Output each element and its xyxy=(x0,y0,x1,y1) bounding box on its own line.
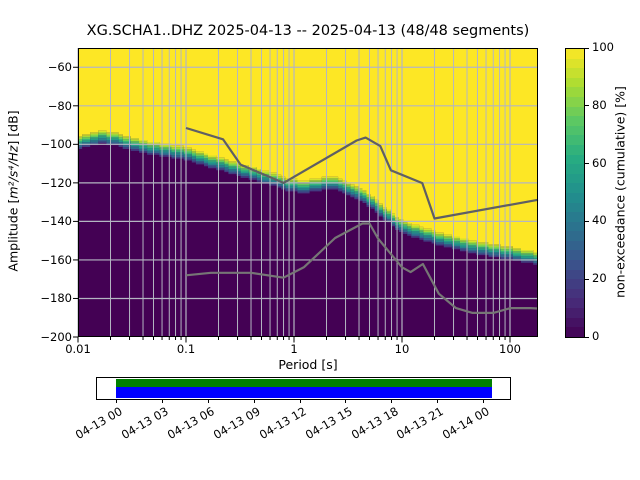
colorbar-tick-label: 20 xyxy=(592,271,607,286)
colorbar-step xyxy=(566,125,584,136)
x-tick-label: 100 xyxy=(499,342,521,356)
colorbar-step xyxy=(566,173,584,184)
y-tick-label: −140 xyxy=(40,214,72,229)
colorbar-step xyxy=(566,154,584,165)
colorbar-tick xyxy=(585,336,589,338)
timeline-tick-label: 04-13 18 xyxy=(348,404,401,442)
timeline-tick xyxy=(391,399,393,403)
colorbar-step xyxy=(566,269,584,280)
colorbar-step xyxy=(566,298,584,309)
colorbar-tick xyxy=(585,220,589,222)
timeline-tick xyxy=(253,399,255,403)
colorbar-tick-label: 80 xyxy=(592,97,607,112)
timeline-tick xyxy=(345,399,347,403)
x-axis-label: Period [s] xyxy=(278,357,338,372)
colorbar-step xyxy=(566,308,584,318)
axis-ticks xyxy=(73,66,511,343)
y-tick-label: −60 xyxy=(47,60,72,75)
colorbar-tick xyxy=(585,105,589,107)
colorbar-step xyxy=(566,231,584,241)
x-tick-label: 0.01 xyxy=(65,342,91,356)
timeline-tick-label: 04-13 12 xyxy=(256,404,309,442)
colorbar-tick-label: 60 xyxy=(592,155,607,170)
timeline-tick-label: 04-13 03 xyxy=(119,404,171,442)
colorbar-step xyxy=(566,221,584,232)
colorbar-step xyxy=(566,279,584,289)
colorbar-step xyxy=(566,317,584,328)
timeline-tick-label: 04-13 15 xyxy=(302,404,355,442)
ppsd-high-percentile-field xyxy=(78,48,538,252)
timeline-tick-label: 04-13 09 xyxy=(210,404,263,442)
colorbar-step xyxy=(566,212,584,222)
colorbar-step xyxy=(566,106,584,117)
colorbar-step xyxy=(566,288,584,299)
timeline-data-bar-blue xyxy=(116,386,492,398)
x-tick-label: 10 xyxy=(394,342,410,356)
nhnm-noise-model-line xyxy=(185,126,539,220)
colorbar-step xyxy=(566,49,584,59)
timeline-tick xyxy=(116,399,117,403)
colorbar-step xyxy=(566,116,584,126)
colorbar-step xyxy=(566,183,584,193)
y-axis-label-units: m²/s⁴/Hz xyxy=(5,145,21,199)
y-axis-label: Amplitude [m²/s⁴/Hz] [dB] xyxy=(6,110,21,271)
timeline-tick-label: 04-13 21 xyxy=(394,404,447,442)
colorbar-step xyxy=(566,260,584,270)
timeline-tick-label: 04-13 00 xyxy=(73,404,125,442)
colorbar-step xyxy=(566,87,584,97)
colorbar-step xyxy=(566,327,584,337)
y-tick-label: −80 xyxy=(47,98,72,113)
colorbar-step xyxy=(566,58,584,69)
timeline-tick xyxy=(207,399,209,403)
y-tick-label: −100 xyxy=(40,137,72,152)
colorbar xyxy=(565,48,585,338)
colorbar-step xyxy=(566,250,584,261)
colorbar-step xyxy=(566,77,584,88)
x-tick-label: 1 xyxy=(290,342,298,356)
timeline-data-bar-green xyxy=(116,378,492,387)
colorbar-step xyxy=(566,202,584,213)
timeline-tick xyxy=(161,399,163,403)
timeline-tick-label: 04-13 06 xyxy=(164,404,217,442)
axes-frame xyxy=(78,48,538,337)
colorbar-tick xyxy=(585,278,589,280)
y-tick-label: −120 xyxy=(40,175,72,190)
colorbar-tick-label: 0 xyxy=(592,329,600,343)
timeline-tick xyxy=(437,399,439,403)
colorbar-step xyxy=(566,240,584,251)
y-axis-label-suffix: ] [dB] xyxy=(5,110,21,146)
colorbar-step xyxy=(566,96,584,107)
colorbar-step xyxy=(566,144,584,155)
timeline-tick xyxy=(483,399,484,403)
colorbar-step xyxy=(566,135,584,145)
colorbar-tick xyxy=(585,47,589,49)
colorbar-tick xyxy=(585,163,589,165)
y-tick-label: −160 xyxy=(40,252,72,267)
ppsd-plot-area xyxy=(73,48,539,343)
colorbar-tick-label: 40 xyxy=(592,213,607,228)
colorbar-step xyxy=(566,68,584,78)
colorbar-step xyxy=(566,164,584,174)
y-tick-label: −200 xyxy=(40,330,72,344)
colorbar-label: non-exceedance (cumulative) [%] xyxy=(612,86,628,298)
colorbar-tick-label: 100 xyxy=(592,40,614,54)
y-axis-label-prefix: Amplitude [ xyxy=(5,198,21,272)
timeline-tick xyxy=(299,399,301,403)
y-tick-label: −180 xyxy=(40,291,72,306)
nlnm-noise-model-line xyxy=(185,222,539,314)
colorbar-step xyxy=(566,192,584,203)
x-tick-label: 0.1 xyxy=(176,342,196,356)
timeline-tick-label: 04-14 00 xyxy=(440,404,492,442)
plot-title: XG.SCHA1..DHZ 2025-04-13 -- 2025-04-13 (… xyxy=(86,23,530,39)
